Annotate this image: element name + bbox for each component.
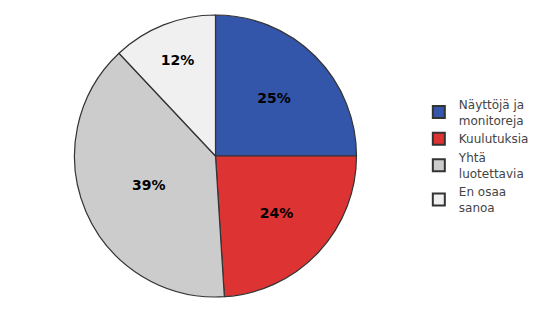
svg-text:Näyttöjä jamonitoreja: Näyttöjä jamonitoreja [459, 98, 524, 128]
svg-text:25%: 25% [257, 90, 291, 106]
svg-text:Kuulutuksia: Kuulutuksia [459, 132, 529, 146]
svg-text:24%: 24% [260, 205, 294, 221]
svg-text:Yhtäluotettavia: Yhtäluotettavia [458, 151, 524, 181]
svg-text:12%: 12% [161, 52, 195, 68]
svg-text:En osaasanoa: En osaasanoa [459, 185, 506, 215]
svg-text:39%: 39% [132, 177, 166, 193]
